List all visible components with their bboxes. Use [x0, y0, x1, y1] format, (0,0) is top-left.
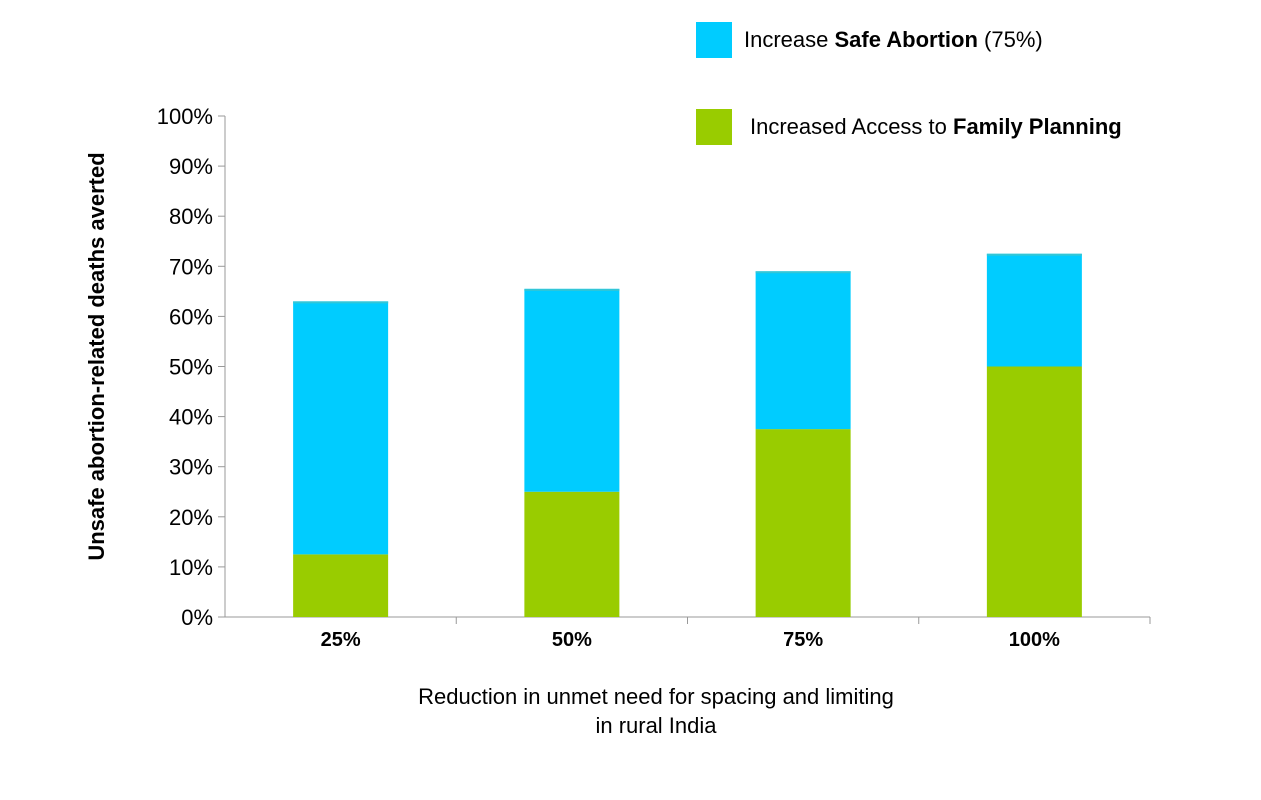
x-tick-label: 100%: [1009, 629, 1060, 651]
bar-segment: [293, 554, 389, 617]
bar-segment: [293, 301, 389, 555]
legend-swatch-family-planning: [696, 109, 732, 145]
y-axis-label: Unsafe abortion-related deaths averted: [84, 152, 109, 560]
y-tick-label: 10%: [169, 555, 213, 580]
legend-item-safe-abortion: Increase Safe Abortion (75%): [696, 22, 1043, 58]
y-tick-label: 20%: [169, 505, 213, 530]
x-axis-label-line-1: Reduction in unmet need for spacing and …: [418, 684, 894, 709]
bar-segment: [755, 429, 851, 617]
bar-segment: [986, 253, 1082, 367]
legend-label-safe-abortion: Increase Safe Abortion (75%): [744, 27, 1043, 52]
y-tick-label: 50%: [169, 355, 213, 380]
legend-item-family-planning: Increased Access to Family Planning: [696, 109, 1122, 145]
x-tick-label: 25%: [321, 629, 361, 651]
bar-segment: [524, 491, 620, 617]
x-tick-label: 50%: [552, 629, 592, 651]
legend-label-family-planning: Increased Access to Family Planning: [750, 114, 1122, 139]
bar-segment: [524, 288, 620, 492]
y-tick-label: 70%: [169, 254, 213, 279]
y-tick-label: 60%: [169, 304, 213, 329]
x-axis-label-line-2: in rural India: [595, 713, 717, 738]
x-tick-label: 75%: [783, 629, 823, 651]
y-tick-label: 100%: [157, 104, 213, 129]
bar-segment: [755, 271, 851, 430]
y-tick-label: 40%: [169, 405, 213, 430]
y-axis-label-group: Unsafe abortion-related deaths averted: [84, 152, 109, 560]
y-tick-labels: 0% 10% 20% 30% 40% 50% 60% 70% 80% 90% 100%: [157, 104, 213, 630]
bar-segment: [986, 366, 1082, 617]
y-tick-label: 80%: [169, 204, 213, 229]
y-tick-label: 90%: [169, 154, 213, 179]
y-tick-label: 30%: [169, 455, 213, 480]
legend-swatch-safe-abortion: [696, 22, 732, 58]
x-axis-label: Reduction in unmet need for spacing and …: [300, 682, 1012, 740]
bars: [293, 253, 1082, 617]
y-tick-label: 0%: [181, 605, 213, 630]
x-tick-labels: 25% 50% 75% 100%: [321, 629, 1061, 651]
